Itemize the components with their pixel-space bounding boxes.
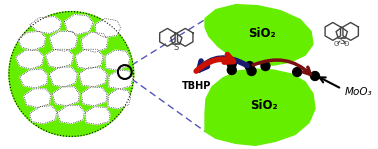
Text: S: S [339, 37, 344, 46]
Circle shape [9, 12, 134, 136]
Polygon shape [50, 67, 77, 87]
Circle shape [311, 72, 319, 80]
FancyArrowPatch shape [199, 58, 247, 70]
Polygon shape [75, 49, 103, 69]
Polygon shape [105, 50, 130, 70]
Polygon shape [95, 18, 121, 37]
Polygon shape [30, 17, 61, 33]
Text: SiO₂: SiO₂ [248, 27, 275, 40]
Circle shape [245, 62, 254, 70]
Polygon shape [20, 69, 48, 88]
Polygon shape [50, 31, 77, 51]
Circle shape [261, 62, 270, 70]
Circle shape [293, 67, 302, 76]
Polygon shape [85, 107, 110, 125]
Polygon shape [24, 89, 51, 108]
Text: TBHP: TBHP [181, 81, 211, 91]
Text: MoO₃: MoO₃ [345, 87, 372, 97]
Polygon shape [46, 49, 73, 68]
Text: SiO₂: SiO₂ [249, 99, 277, 112]
Polygon shape [109, 70, 133, 89]
Polygon shape [79, 67, 107, 87]
Polygon shape [205, 69, 315, 145]
Polygon shape [30, 106, 56, 124]
Polygon shape [53, 87, 79, 106]
FancyArrowPatch shape [253, 60, 310, 74]
FancyArrowPatch shape [196, 55, 234, 71]
Text: O: O [334, 41, 339, 47]
Polygon shape [81, 32, 108, 52]
Polygon shape [205, 5, 313, 65]
Polygon shape [64, 15, 93, 34]
Polygon shape [108, 89, 131, 109]
Circle shape [227, 60, 236, 69]
Circle shape [247, 67, 256, 76]
Circle shape [227, 66, 236, 74]
Polygon shape [16, 50, 43, 69]
Polygon shape [18, 31, 46, 50]
Text: S: S [174, 43, 179, 52]
Polygon shape [57, 106, 84, 124]
Polygon shape [81, 87, 107, 106]
Text: O: O [344, 41, 349, 47]
